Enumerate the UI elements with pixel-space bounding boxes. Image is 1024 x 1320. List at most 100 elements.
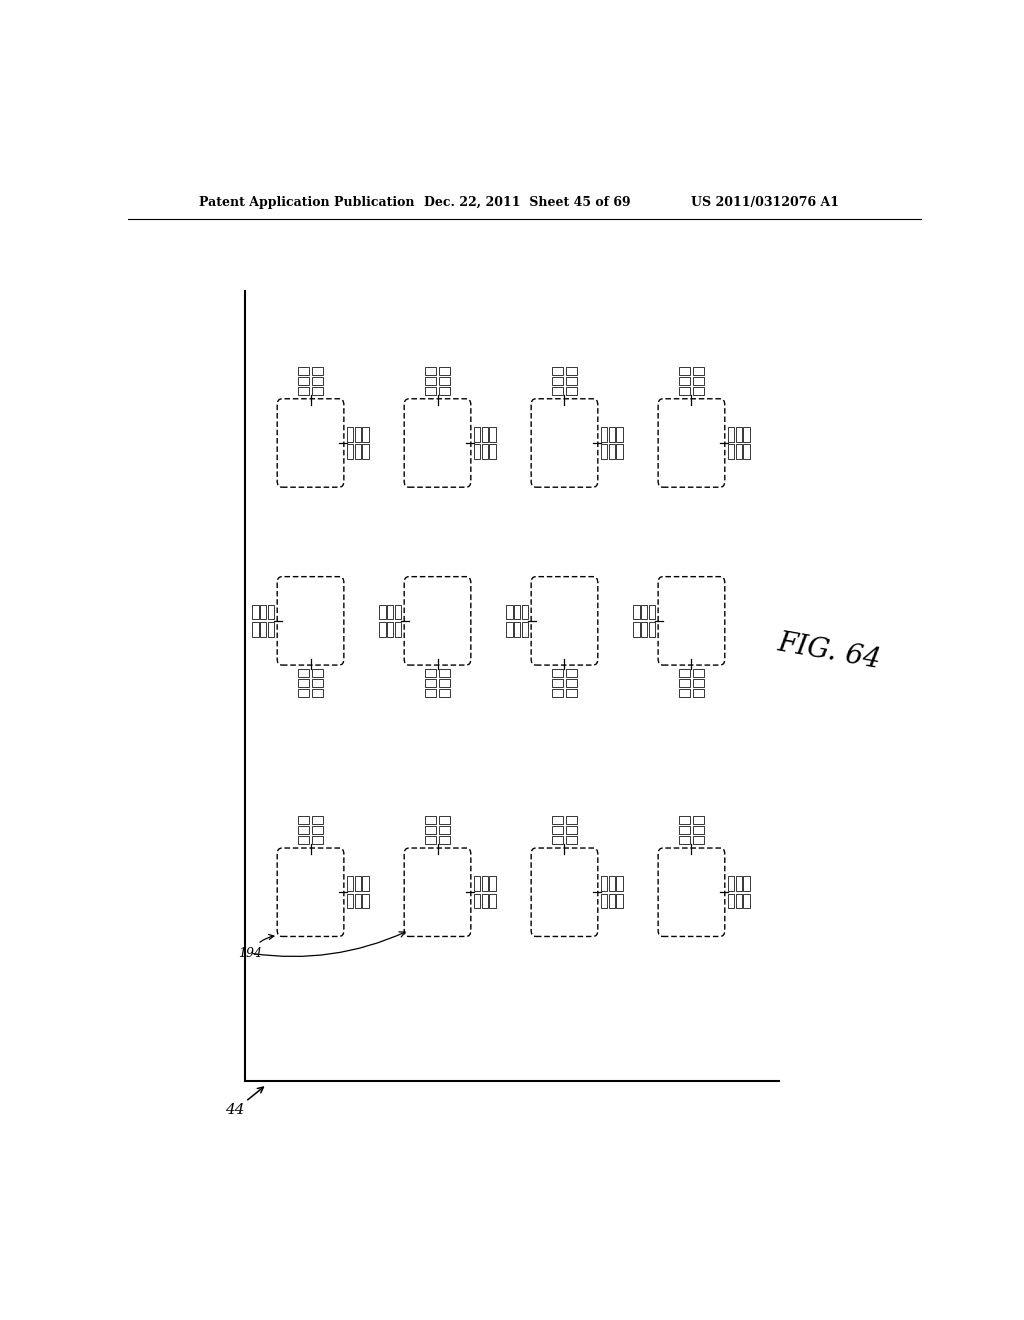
Bar xyxy=(692,826,705,834)
Bar xyxy=(474,426,480,441)
Bar xyxy=(489,445,496,459)
Text: FIG. 64: FIG. 64 xyxy=(775,630,883,673)
Bar xyxy=(601,894,607,908)
Bar xyxy=(425,836,436,843)
Bar xyxy=(735,876,742,891)
FancyBboxPatch shape xyxy=(658,847,725,936)
Bar xyxy=(565,376,578,385)
Bar xyxy=(298,689,309,697)
Bar xyxy=(362,426,369,441)
FancyBboxPatch shape xyxy=(531,399,598,487)
FancyBboxPatch shape xyxy=(404,847,471,936)
Bar xyxy=(387,622,393,638)
Bar xyxy=(679,678,690,686)
Bar xyxy=(311,387,324,395)
Bar xyxy=(362,445,369,459)
Text: 44: 44 xyxy=(224,1102,244,1117)
Bar xyxy=(565,669,578,677)
Text: 194: 194 xyxy=(239,935,273,960)
FancyBboxPatch shape xyxy=(404,399,471,487)
Bar xyxy=(438,836,451,843)
Bar xyxy=(608,876,615,891)
Bar xyxy=(601,445,607,459)
Bar xyxy=(394,622,401,638)
Bar xyxy=(552,836,563,843)
Bar xyxy=(298,826,309,834)
Bar xyxy=(679,376,690,385)
Bar xyxy=(260,622,266,638)
Bar xyxy=(354,894,361,908)
Bar xyxy=(253,622,259,638)
Bar xyxy=(641,622,647,638)
Bar xyxy=(481,426,488,441)
Bar xyxy=(311,669,324,677)
Bar xyxy=(253,605,259,619)
Bar xyxy=(743,876,750,891)
Bar xyxy=(298,376,309,385)
Bar xyxy=(311,826,324,834)
Bar xyxy=(438,678,451,686)
Bar xyxy=(735,894,742,908)
Bar xyxy=(552,376,563,385)
Bar xyxy=(601,876,607,891)
Bar xyxy=(438,689,451,697)
Bar xyxy=(565,367,578,375)
Bar xyxy=(425,689,436,697)
FancyBboxPatch shape xyxy=(278,577,344,665)
Bar xyxy=(438,376,451,385)
Bar xyxy=(634,605,640,619)
Bar xyxy=(298,678,309,686)
Bar xyxy=(311,689,324,697)
Bar xyxy=(679,836,690,843)
Bar xyxy=(692,376,705,385)
Bar xyxy=(438,669,451,677)
Bar xyxy=(728,445,734,459)
Text: Dec. 22, 2011  Sheet 45 of 69: Dec. 22, 2011 Sheet 45 of 69 xyxy=(424,195,631,209)
Bar xyxy=(474,876,480,891)
Bar xyxy=(298,669,309,677)
Bar xyxy=(311,836,324,843)
Bar xyxy=(565,816,578,825)
Bar xyxy=(608,445,615,459)
Bar xyxy=(608,894,615,908)
Bar xyxy=(692,669,705,677)
Text: US 2011/0312076 A1: US 2011/0312076 A1 xyxy=(691,195,840,209)
Bar xyxy=(552,367,563,375)
Bar xyxy=(616,445,623,459)
Bar xyxy=(616,876,623,891)
Bar xyxy=(552,689,563,697)
Bar xyxy=(743,426,750,441)
Bar xyxy=(514,622,520,638)
Bar xyxy=(311,678,324,686)
Bar xyxy=(267,622,274,638)
Bar xyxy=(552,816,563,825)
Bar xyxy=(298,816,309,825)
Bar xyxy=(347,876,353,891)
Bar xyxy=(692,678,705,686)
Bar xyxy=(679,689,690,697)
Bar xyxy=(489,876,496,891)
Bar xyxy=(679,367,690,375)
Bar xyxy=(354,426,361,441)
Bar xyxy=(679,816,690,825)
Bar xyxy=(362,876,369,891)
Bar xyxy=(743,445,750,459)
Bar xyxy=(438,387,451,395)
Bar xyxy=(347,445,353,459)
Bar xyxy=(489,894,496,908)
Bar xyxy=(474,445,480,459)
Bar xyxy=(425,387,436,395)
Bar xyxy=(616,426,623,441)
Bar xyxy=(641,605,647,619)
Bar xyxy=(474,894,480,908)
Bar xyxy=(298,387,309,395)
Bar xyxy=(692,689,705,697)
Bar xyxy=(552,387,563,395)
FancyBboxPatch shape xyxy=(531,577,598,665)
Bar xyxy=(311,367,324,375)
Bar xyxy=(260,605,266,619)
FancyBboxPatch shape xyxy=(278,399,344,487)
Bar xyxy=(743,894,750,908)
Bar xyxy=(311,376,324,385)
Bar xyxy=(507,605,513,619)
